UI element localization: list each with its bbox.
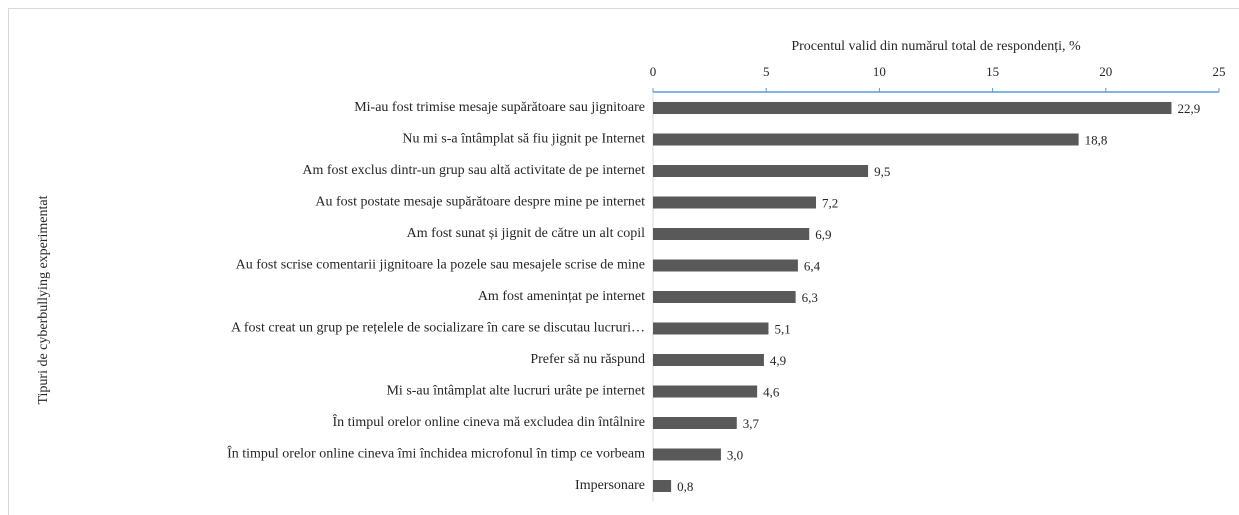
bar xyxy=(653,354,764,366)
y-tick-label: A fost creat un grup pe rețelele de soci… xyxy=(231,321,645,336)
x-tick-label: 15 xyxy=(986,64,999,79)
bar xyxy=(653,228,810,240)
value-label: 3,0 xyxy=(727,447,743,462)
value-label: 6,9 xyxy=(815,227,831,242)
x-tick-label: 20 xyxy=(1099,64,1112,79)
x-tick-label: 25 xyxy=(1213,64,1226,79)
x-tick-label: 10 xyxy=(873,64,886,79)
y-tick-label: Prefer să nu răspund xyxy=(530,352,645,367)
bar xyxy=(653,102,1172,114)
y-tick-label: Au fost postate mesaje supărătoare despr… xyxy=(315,195,645,210)
y-tick-label: Am fost sunat și jignit de către un alt … xyxy=(407,226,645,241)
value-label: 6,3 xyxy=(802,290,818,305)
y-tick-label: Impersonare xyxy=(575,478,645,493)
bar xyxy=(653,385,758,398)
value-label: 4,6 xyxy=(763,384,780,399)
x-axis-title: Procentul valid din numărul total de res… xyxy=(791,39,1081,54)
bar xyxy=(653,291,796,303)
value-label: 22,9 xyxy=(1177,101,1200,116)
bar xyxy=(653,165,869,177)
value-label: 7,2 xyxy=(822,195,838,210)
bar xyxy=(653,322,769,335)
y-tick-label: Am fost exclus dintr-un grup sau altă ac… xyxy=(302,163,645,178)
value-label: 0,8 xyxy=(677,479,693,494)
y-tick-label: Au fost scrise comentarii jignitoare la … xyxy=(236,258,645,273)
x-tick-label: 0 xyxy=(650,64,657,79)
value-label: 6,4 xyxy=(804,258,821,273)
bar xyxy=(653,448,721,461)
bar xyxy=(653,133,1079,146)
bar xyxy=(653,480,672,492)
value-label: 3,7 xyxy=(743,416,760,431)
x-tick-label: 5 xyxy=(763,64,770,79)
value-label: 4,9 xyxy=(770,353,786,368)
y-tick-label: În timpul orelor online cineva mă exclud… xyxy=(332,413,645,430)
value-label: 18,8 xyxy=(1085,132,1108,147)
value-label: 5,1 xyxy=(774,321,790,336)
value-label: 9,5 xyxy=(874,164,890,179)
y-tick-label: Mi-au fost trimise mesaje supărătoare sa… xyxy=(354,100,645,115)
bar xyxy=(653,196,817,209)
bar xyxy=(653,417,737,429)
y-tick-label: Nu mi s-a întâmplat să fiu jignit pe Int… xyxy=(402,132,645,147)
y-tick-label: Mi s-au întâmplat alte lucruri urâte pe … xyxy=(386,384,645,399)
bar xyxy=(653,259,798,272)
y-tick-label: În timpul orelor online cineva îmi închi… xyxy=(227,445,645,462)
y-tick-label: Am fost amenințat pe internet xyxy=(478,289,645,304)
y-axis-title: Tipuri de cyberbullying experimentat xyxy=(36,195,51,404)
chart-border xyxy=(8,8,1239,515)
